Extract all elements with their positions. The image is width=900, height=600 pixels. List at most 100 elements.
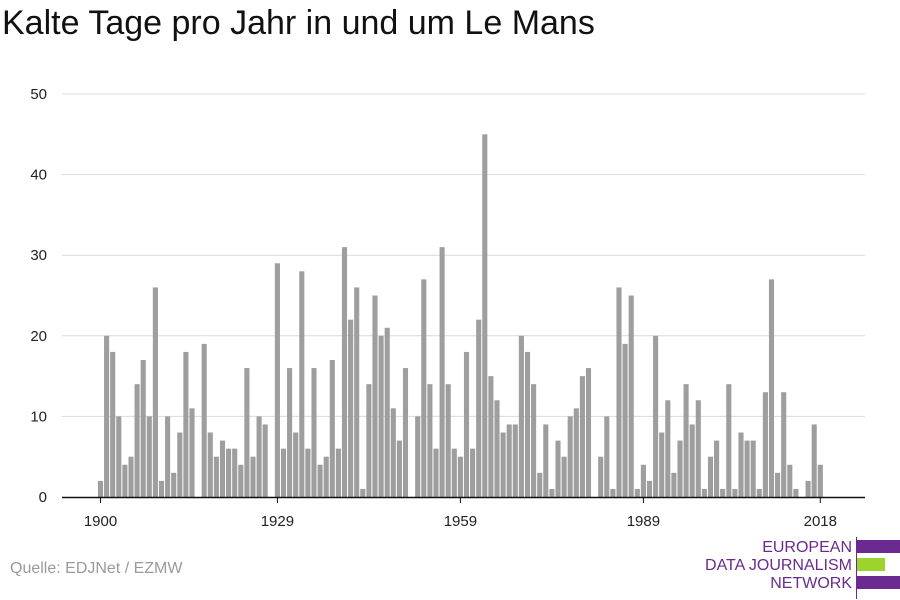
- bar-1957: [445, 384, 451, 497]
- bar-2011: [775, 472, 781, 497]
- bar-2007: [750, 440, 756, 497]
- bar-1946: [378, 335, 384, 497]
- bar-1994: [671, 472, 677, 497]
- bar-1931: [287, 368, 293, 497]
- bar-1947: [384, 327, 390, 497]
- bar-1914: [183, 351, 189, 497]
- bar-1933: [299, 271, 305, 497]
- bar-1978: [573, 408, 579, 497]
- y-tick-label: 30: [30, 247, 47, 264]
- bar-1990: [646, 480, 653, 497]
- bar-2012: [781, 392, 787, 497]
- bar-1945: [372, 295, 378, 497]
- bar-1950: [402, 368, 409, 497]
- bar-1904: [122, 464, 128, 497]
- x-axis-ticks: 1900 1929 1959 1989 2018: [84, 497, 837, 530]
- bar-1996: [683, 384, 689, 497]
- bar-1980: [585, 368, 592, 497]
- bar-1956: [439, 247, 445, 497]
- bar-1942: [354, 287, 360, 497]
- logo-line-3: NETWORK: [770, 575, 852, 592]
- bar-1963: [482, 134, 488, 498]
- bar-chart: 0 10 20 30 40 50 1900 1929 1959 1989 2018: [30, 86, 865, 530]
- bar-1922: [232, 448, 238, 497]
- bar-2014: [793, 488, 799, 497]
- bar-1923: [238, 464, 244, 497]
- bar-1953: [421, 279, 427, 497]
- logo-line-1: EUROPEAN: [762, 539, 852, 556]
- bar-1952: [415, 416, 421, 497]
- bar-1906: [134, 384, 140, 497]
- bar-2005: [738, 432, 744, 497]
- bar-1998: [695, 400, 701, 497]
- bar-1971: [531, 384, 537, 497]
- bar-1966: [500, 432, 506, 497]
- bar-1965: [494, 400, 500, 497]
- bar-1935: [311, 368, 317, 497]
- bar-1909: [152, 287, 158, 497]
- bar-1972: [537, 472, 543, 497]
- bar-1944: [366, 384, 372, 497]
- bar-2000: [707, 456, 714, 497]
- bar-1940: [341, 247, 348, 497]
- logo-rule: [856, 537, 857, 599]
- chart-title: Kalte Tage pro Jahr in und um Le Mans: [2, 4, 595, 42]
- bar-2004: [732, 488, 738, 497]
- bar-1988: [634, 488, 640, 497]
- gridlines: [62, 93, 865, 417]
- bar-1929: [274, 263, 280, 497]
- bar-1938: [329, 359, 335, 497]
- bar-1937: [323, 456, 329, 497]
- bar-1926: [256, 416, 262, 497]
- bar-1939: [335, 448, 341, 497]
- bars: [97, 134, 823, 498]
- bar-1967: [506, 424, 512, 497]
- bar-1902: [110, 351, 116, 497]
- bar-1977: [567, 416, 573, 497]
- bar-2010: [768, 279, 775, 497]
- edjnet-logo: EUROPEAN DATA JOURNALISM NETWORK: [704, 537, 900, 599]
- bar-1925: [250, 456, 256, 497]
- bar-1955: [433, 448, 439, 497]
- logo-line-2: DATA JOURNALISM: [705, 557, 852, 574]
- bar-1912: [171, 472, 177, 497]
- bar-1960: [463, 351, 470, 497]
- bar-1901: [104, 335, 110, 497]
- logo-bar-purple-top: [857, 540, 900, 553]
- bar-1973: [543, 424, 549, 497]
- bar-2003: [726, 384, 732, 497]
- bar-1985: [616, 287, 622, 497]
- bar-2016: [805, 480, 811, 497]
- x-tick-label: 1959: [444, 513, 477, 530]
- bar-1984: [610, 488, 616, 497]
- bar-1900: [97, 480, 104, 497]
- bar-2006: [744, 440, 750, 497]
- y-tick-label: 50: [30, 86, 47, 103]
- bar-1983: [604, 416, 610, 497]
- y-tick-label: 40: [30, 167, 47, 184]
- bar-1982: [598, 456, 604, 497]
- bar-1959: [457, 456, 463, 497]
- bar-1995: [677, 440, 683, 497]
- bar-1913: [177, 432, 183, 497]
- bar-1993: [665, 400, 671, 497]
- bar-1924: [244, 368, 250, 497]
- bar-1969: [518, 335, 524, 497]
- bar-1941: [348, 319, 354, 497]
- bar-1974: [549, 488, 555, 497]
- x-tick-label: 1900: [84, 513, 117, 530]
- bar-1911: [165, 416, 171, 497]
- x-tick-label: 1929: [261, 513, 294, 530]
- bar-1921: [226, 448, 232, 497]
- source-note: Quelle: EDJNet / EZMW: [10, 560, 183, 577]
- bar-1949: [396, 440, 402, 497]
- bar-1992: [659, 432, 665, 497]
- bar-1999: [701, 488, 707, 497]
- bar-1991: [653, 335, 659, 497]
- bar-1903: [116, 416, 122, 497]
- bar-1907: [140, 359, 146, 497]
- bar-2017: [811, 424, 817, 497]
- bar-1948: [390, 408, 396, 497]
- bar-1987: [628, 295, 634, 497]
- bar-1915: [189, 408, 195, 497]
